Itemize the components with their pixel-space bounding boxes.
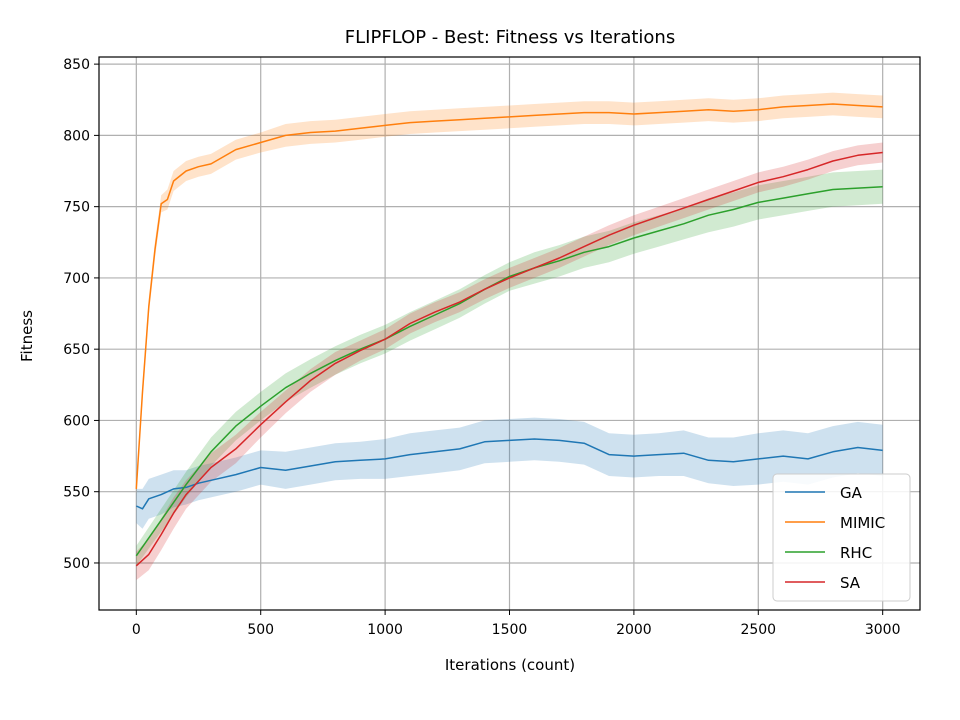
legend-label-ga: GA	[840, 484, 863, 502]
x-tick-label: 2000	[616, 622, 652, 638]
band-ga	[136, 417, 883, 529]
y-tick-label: 700	[63, 271, 90, 287]
series-lines	[135, 103, 883, 567]
legend: GA MIMIC RHC SA	[772, 473, 911, 602]
y-tick-label: 850	[63, 57, 90, 73]
legend-box	[772, 473, 911, 602]
line-mimic	[135, 103, 883, 489]
x-tick-label: 0	[132, 622, 141, 638]
x-tick-label: 3000	[865, 622, 901, 638]
y-tick-label: 750	[63, 200, 90, 216]
legend-label-mimic: MIMIC	[840, 514, 885, 532]
confidence-bands	[136, 92, 883, 581]
y-tick-label: 600	[63, 413, 90, 429]
y-tick-label: 550	[63, 485, 90, 501]
y-tick-label: 800	[63, 128, 90, 144]
line-sa	[135, 151, 883, 567]
line-rhc	[135, 185, 883, 557]
band-rhc	[136, 169, 883, 566]
x-tick-label: 2500	[740, 622, 776, 638]
y-tick-label: 500	[63, 556, 90, 572]
chart-title: FLIPFLOP - Best: Fitness vs Iterations	[345, 27, 675, 48]
legend-label-rhc: RHC	[840, 544, 872, 562]
y-axis-label: Fitness	[18, 310, 36, 362]
x-tick-label: 500	[247, 622, 274, 638]
y-tick-label: 650	[63, 342, 90, 358]
grid	[99, 57, 920, 610]
x-tick-label: 1000	[367, 622, 403, 638]
x-axis-label: Iterations (count)	[445, 656, 575, 674]
x-tick-label: 1500	[492, 622, 528, 638]
y-axis-ticks: 500 550 600 650 700 750 800 850	[63, 57, 99, 572]
x-axis-ticks: 0 500 1000 1500 2000 2500 3000	[132, 610, 901, 638]
legend-label-sa: SA	[840, 574, 861, 592]
